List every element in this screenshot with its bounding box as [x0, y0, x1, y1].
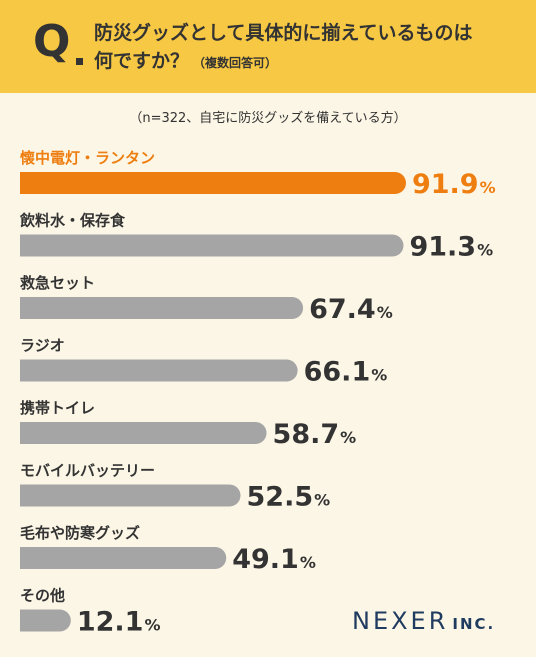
bar [20, 234, 404, 257]
question-header: Q 防災グッズとして具体的に揃えているものは 何ですか？ （複数回答可） [0, 0, 536, 93]
unit-label: % [477, 241, 493, 260]
value-label: 58.7 [273, 419, 340, 450]
bar [20, 359, 298, 382]
bar [20, 172, 406, 194]
value-label: 49.1 [232, 544, 299, 575]
unit-label: % [371, 366, 387, 385]
bar [20, 609, 71, 632]
bar [20, 547, 227, 569]
category-label: 毛布や防寒グッズ [20, 524, 140, 542]
value-label: 91.3 [409, 232, 476, 263]
unit-label: % [144, 616, 160, 635]
unit-label: % [300, 553, 316, 572]
question-title-line2-wrap: 何ですか？ （複数回答可） [94, 47, 524, 77]
question-q-mark: Q [33, 16, 71, 67]
nexer-logo: NEXER INC. [352, 609, 495, 633]
unit-label: % [377, 303, 393, 322]
logo-name: NEXER [352, 607, 449, 635]
category-label: その他 [20, 587, 65, 605]
sample-note: （n=322、自宅に防災グッズを備えている方） [129, 111, 407, 126]
value-label: 66.1 [304, 357, 371, 388]
value-label: 91.9 [412, 169, 479, 200]
category-label: 救急セット [20, 274, 95, 292]
value-label: 52.5 [247, 482, 314, 513]
unit-label: % [480, 178, 496, 197]
unit-label: % [314, 491, 330, 510]
category-label: 携帯トイレ [20, 399, 95, 417]
logo-suffix: INC. [452, 615, 496, 633]
question-title-line1: 防災グッズとして具体的に揃えているものは [94, 22, 473, 44]
bar [20, 484, 241, 507]
bar [20, 422, 267, 444]
value-label: 12.1 [77, 607, 144, 638]
bar [20, 297, 304, 319]
category-label: 懐中電灯・ランタン [20, 149, 155, 167]
question-q-dot [76, 58, 83, 65]
category-label: ラジオ [20, 337, 65, 355]
question-title: 防災グッズとして具体的に揃えているものは 何ですか？ （複数回答可） [94, 19, 524, 77]
question-title-line2: 何ですか？ [94, 50, 190, 72]
category-label: 飲料水・保存食 [19, 212, 126, 230]
value-label: 67.4 [309, 294, 376, 325]
category-label: モバイルバッテリー [20, 462, 155, 480]
unit-label: % [340, 428, 356, 447]
question-title-note: （複数回答可） [193, 56, 278, 70]
